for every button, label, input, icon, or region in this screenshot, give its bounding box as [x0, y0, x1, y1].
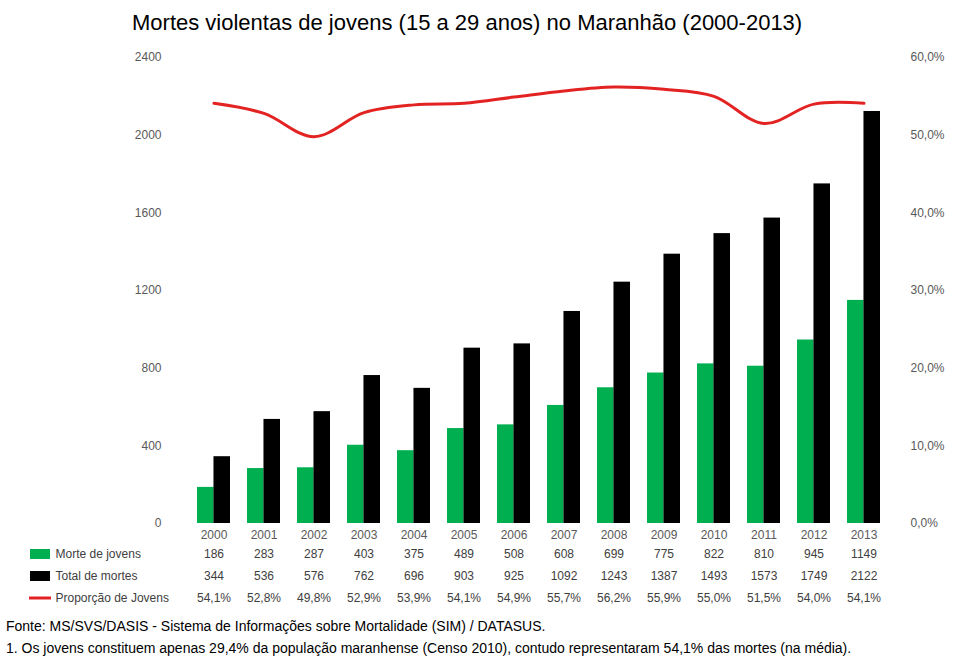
svg-text:54,1%: 54,1%: [447, 591, 481, 605]
html-text:Mortes violentas de jovens (15: Mortes violentas de jovens (15 a 29 anos…: [132, 10, 803, 35]
svg-text:1149: 1149: [851, 547, 877, 561]
svg-text:1600: 1600: [135, 206, 162, 220]
svg-text:Total de mortes: Total de mortes: [56, 569, 138, 583]
svg-text:56,2%: 56,2%: [597, 591, 631, 605]
svg-text:2002: 2002: [301, 528, 328, 542]
svg-text:945: 945: [804, 547, 824, 561]
svg-text:1387: 1387: [651, 569, 678, 583]
svg-text:0,0%: 0,0%: [911, 516, 939, 530]
svg-text:775: 775: [654, 547, 674, 561]
html-text:Fonte: MS/SVS/DASIS - Sistema: Fonte: MS/SVS/DASIS - Sistema de Informa…: [6, 618, 546, 634]
svg-text:55,0%: 55,0%: [697, 591, 731, 605]
svg-text:60,0%: 60,0%: [911, 50, 945, 64]
svg-text:20,0%: 20,0%: [911, 361, 945, 375]
svg-text:810: 810: [754, 547, 774, 561]
svg-text:52,9%: 52,9%: [347, 591, 381, 605]
svg-text:1200: 1200: [135, 283, 162, 297]
svg-text:822: 822: [704, 547, 724, 561]
svg-text:55,9%: 55,9%: [647, 591, 681, 605]
svg-text:2013: 2013: [851, 528, 878, 542]
svg-text:2003: 2003: [351, 528, 378, 542]
svg-text:903: 903: [454, 569, 474, 583]
svg-text:51,5%: 51,5%: [747, 591, 781, 605]
svg-text:1493: 1493: [701, 569, 728, 583]
svg-text:52,8%: 52,8%: [247, 591, 281, 605]
svg-text:2004: 2004: [401, 528, 428, 542]
svg-text:2012: 2012: [801, 528, 828, 542]
svg-text:30,0%: 30,0%: [911, 283, 945, 297]
svg-text:54,1%: 54,1%: [197, 591, 231, 605]
svg-text:40,0%: 40,0%: [911, 206, 945, 220]
svg-text:2011: 2011: [751, 528, 777, 542]
svg-text:608: 608: [554, 547, 574, 561]
svg-text:54,9%: 54,9%: [497, 591, 531, 605]
svg-text:2009: 2009: [651, 528, 678, 542]
svg-text:283: 283: [254, 547, 274, 561]
svg-text:2000: 2000: [201, 528, 228, 542]
svg-text:536: 536: [254, 569, 274, 583]
svg-text:287: 287: [304, 547, 324, 561]
svg-text:925: 925: [504, 569, 524, 583]
svg-text:2122: 2122: [851, 569, 878, 583]
svg-text:2005: 2005: [451, 528, 478, 542]
svg-text:53,9%: 53,9%: [397, 591, 431, 605]
svg-text:49,8%: 49,8%: [297, 591, 331, 605]
svg-text:Morte de jovens: Morte de jovens: [56, 547, 141, 561]
svg-text:375: 375: [404, 547, 424, 561]
svg-text:1092: 1092: [551, 569, 578, 583]
svg-text:699: 699: [604, 547, 624, 561]
html-text:1. Os jovens constituem apenas: 1. Os jovens constituem apenas 29,4% da …: [6, 640, 852, 656]
svg-text:696: 696: [404, 569, 424, 583]
svg-text:50,0%: 50,0%: [911, 128, 945, 142]
svg-text:489: 489: [454, 547, 474, 561]
svg-text:10,0%: 10,0%: [911, 439, 945, 453]
svg-text:2001: 2001: [251, 528, 278, 542]
svg-text:1243: 1243: [601, 569, 628, 583]
svg-text:54,1%: 54,1%: [847, 591, 881, 605]
svg-text:762: 762: [354, 569, 374, 583]
svg-text:1573: 1573: [751, 569, 778, 583]
svg-text:2008: 2008: [601, 528, 628, 542]
svg-text:55,7%: 55,7%: [547, 591, 581, 605]
svg-text:54,0%: 54,0%: [797, 591, 831, 605]
svg-text:2010: 2010: [701, 528, 728, 542]
svg-text:508: 508: [504, 547, 524, 561]
svg-text:1749: 1749: [801, 569, 828, 583]
svg-text:186: 186: [204, 547, 224, 561]
svg-text:2006: 2006: [501, 528, 528, 542]
svg-text:2007: 2007: [551, 528, 578, 542]
svg-text:800: 800: [141, 361, 161, 375]
svg-text:2400: 2400: [135, 50, 162, 64]
svg-text:576: 576: [304, 569, 324, 583]
svg-text:2000: 2000: [135, 128, 162, 142]
svg-text:344: 344: [204, 569, 224, 583]
svg-text:Proporção de Jovens: Proporção de Jovens: [56, 591, 169, 605]
svg-text:400: 400: [141, 439, 161, 453]
svg-text:0: 0: [155, 516, 162, 530]
svg-text:403: 403: [354, 547, 374, 561]
